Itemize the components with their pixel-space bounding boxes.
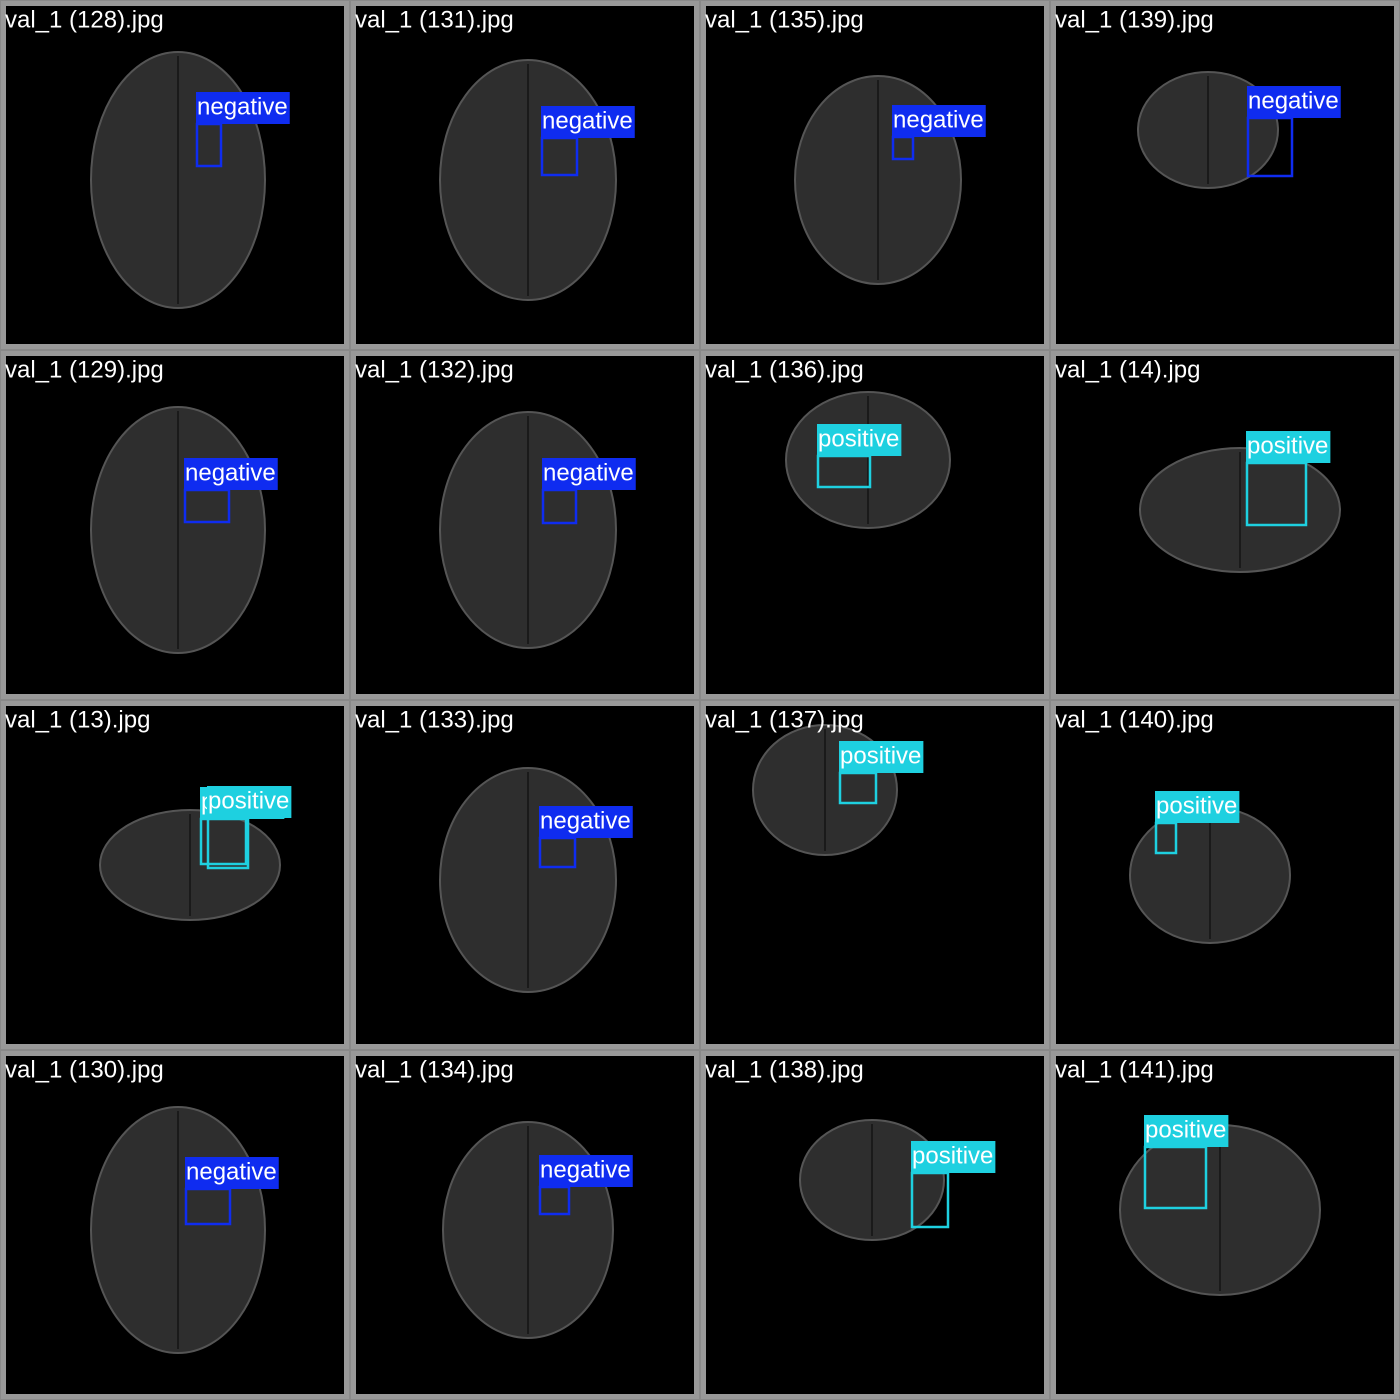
label-background [817, 424, 902, 456]
label-background [184, 458, 278, 490]
detection-label: negative [185, 459, 276, 486]
label-background [1144, 1115, 1229, 1147]
tile: val_1 (138).jpg positive [701, 1051, 1049, 1399]
filename: val_1 (14).jpg [1055, 356, 1200, 383]
label-background [207, 786, 292, 818]
detection-label: negative [893, 106, 984, 133]
tile: val_1 (136).jpg positive [701, 351, 1049, 699]
detection-label: positive [1145, 1116, 1226, 1143]
label-background [196, 92, 290, 124]
tile: val_1 (140).jpg positive [1051, 701, 1399, 1049]
filename: val_1 (128).jpg [5, 6, 164, 33]
label-background [1246, 431, 1331, 463]
filename: val_1 (138).jpg [705, 1056, 864, 1083]
tile: val_1 (131).jpg negative [351, 1, 699, 349]
label-background [892, 105, 986, 137]
tile: val_1 (135).jpg negative [701, 1, 1049, 349]
tile: val_1 (137).jpg positive [701, 701, 1049, 1049]
filename: val_1 (136).jpg [705, 356, 864, 383]
label-background [1155, 791, 1240, 823]
label-background [542, 458, 636, 490]
detection-label: positive [208, 787, 289, 814]
filename: val_1 (129).jpg [5, 356, 164, 383]
filename: val_1 (141).jpg [1055, 1056, 1214, 1083]
detection-label: negative [197, 93, 288, 120]
tile: val_1 (132).jpg negative [351, 351, 699, 699]
label-background [541, 106, 635, 138]
detection-label: negative [540, 807, 631, 834]
detection-label: positive [818, 425, 899, 452]
tile: val_1 (139).jpg negative [1051, 1, 1399, 349]
label-background [539, 806, 633, 838]
filename: val_1 (131).jpg [355, 6, 514, 33]
tile: val_1 (134).jpg negative [351, 1051, 699, 1399]
detection-label: negative [1248, 87, 1339, 114]
tile: val_1 (129).jpg negative [1, 351, 349, 699]
label-background [539, 1155, 633, 1187]
detection-label: positive [912, 1142, 993, 1169]
detection-label: positive [1156, 792, 1237, 819]
filename: val_1 (140).jpg [1055, 706, 1214, 733]
label-background [911, 1141, 996, 1173]
detection-label: positive [1247, 432, 1328, 459]
filename: val_1 (132).jpg [355, 356, 514, 383]
tile: val_1 (130).jpg negative [1, 1051, 349, 1399]
label-background [839, 741, 924, 773]
filename: val_1 (135).jpg [705, 6, 864, 33]
tile: val_1 (13).jpgpositivepositive [1, 701, 349, 1049]
tile: val_1 (133).jpg negative [351, 701, 699, 1049]
filename: val_1 (134).jpg [355, 1056, 514, 1083]
detection-label: negative [540, 1156, 631, 1183]
detection-label: negative [186, 1158, 277, 1185]
filename: val_1 (130).jpg [5, 1056, 164, 1083]
detection-label: positive [840, 742, 921, 769]
tile: val_1 (141).jpg positive [1051, 1051, 1399, 1399]
detection-label: negative [542, 107, 633, 134]
detection-label: negative [543, 459, 634, 486]
filename: val_1 (137).jpg [705, 706, 864, 733]
filename: val_1 (13).jpg [5, 706, 150, 733]
tile: val_1 (128).jpg negative [1, 1, 349, 349]
filename: val_1 (133).jpg [355, 706, 514, 733]
label-background [185, 1157, 279, 1189]
label-background [1247, 86, 1341, 118]
tile: val_1 (14).jpg positive [1051, 351, 1399, 699]
filename: val_1 (139).jpg [1055, 6, 1214, 33]
